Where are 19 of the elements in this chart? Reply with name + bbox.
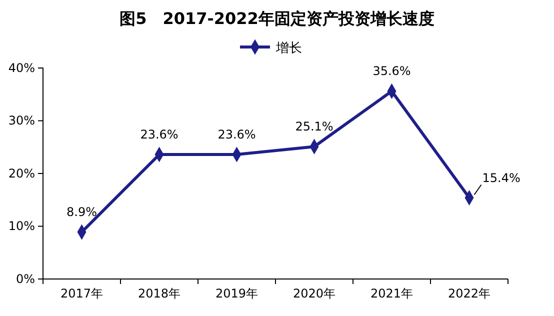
data-label: 23.6% [218,128,256,142]
y-tick-label: 30% [8,114,35,128]
chart-title: 图5 2017-2022年固定资产投资增长速度 [120,9,434,28]
x-tick-label: 2017年 [60,286,104,301]
data-label: 35.6% [372,64,411,78]
data-label: 23.6% [140,128,178,142]
y-tick-label: 40% [8,60,35,75]
x-tick-label: 2020年 [292,286,336,301]
x-tick-label: 2018年 [138,286,181,301]
y-tick-label: 20% [8,166,35,180]
data-label: 25.1% [295,120,334,134]
data-label: 8.9% [66,205,97,220]
x-tick-label: 2019年 [215,286,258,301]
legend-label: 增长 [275,41,302,56]
x-tick-label: 2022年 [448,286,491,301]
x-tick-label: 2021年 [370,286,414,301]
y-tick-label: 0% [16,272,35,286]
data-label: 15.4% [482,170,520,185]
y-tick-label: 10% [8,219,35,234]
